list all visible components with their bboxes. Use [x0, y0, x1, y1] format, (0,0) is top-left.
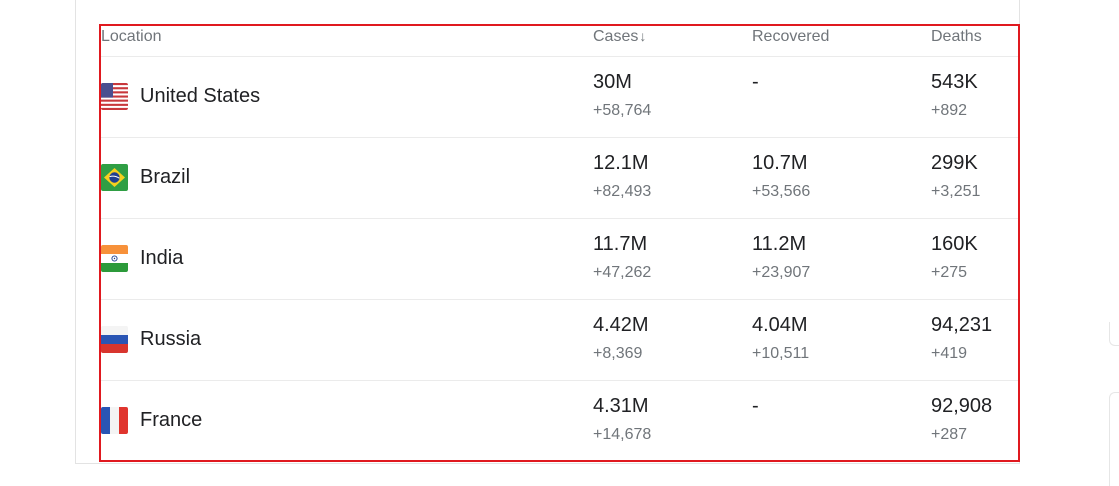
deaths-delta: +892 — [931, 102, 968, 119]
table-row-india[interactable]: India 11.7M +47,262 11.2M +23,907 160K +… — [101, 219, 1018, 300]
sort-down-arrow-icon: ↓ — [639, 28, 647, 44]
table-row-united-states[interactable]: United States 30M +58,764 - 543K +892 — [101, 57, 1018, 138]
country-name: Brazil — [140, 166, 191, 188]
recovered-value: - — [752, 71, 759, 93]
deaths-delta: +419 — [931, 345, 968, 362]
deaths-delta: +287 — [931, 426, 968, 443]
cases-value: 30M — [593, 71, 632, 93]
cases-delta: +47,262 — [593, 264, 652, 281]
us-flag-icon — [101, 83, 128, 110]
cases-value: 11.7M — [593, 233, 648, 255]
country-name: Russia — [140, 328, 202, 350]
covid-stats-table: Location Cases↓ Recovered Deaths United … — [101, 26, 1018, 462]
panel-edge-top — [1109, 322, 1119, 346]
stats-card — [75, 0, 1020, 464]
india-flag-icon — [101, 245, 128, 272]
russia-flag-icon — [101, 326, 128, 353]
header-cases[interactable]: Cases↓ — [593, 28, 646, 46]
recovered-delta: +23,907 — [752, 264, 811, 281]
brazil-flag-icon — [101, 164, 128, 191]
header-location[interactable]: Location — [101, 28, 162, 45]
panel-edge-bottom — [1109, 392, 1119, 486]
deaths-value: 94,231 — [931, 314, 993, 336]
country-name: United States — [140, 85, 261, 107]
table-row-russia[interactable]: Russia 4.42M +8,369 4.04M +10,511 94,231… — [101, 300, 1018, 381]
cases-value: 4.31M — [593, 395, 649, 417]
recovered-delta: +10,511 — [752, 345, 810, 362]
cases-delta: +14,678 — [593, 426, 652, 443]
deaths-value: 299K — [931, 152, 978, 174]
recovered-value: 11.2M — [752, 233, 807, 255]
recovered-value: - — [752, 395, 759, 417]
cases-value: 4.42M — [593, 314, 649, 336]
recovered-value: 4.04M — [752, 314, 808, 336]
cases-delta: +82,493 — [593, 183, 652, 200]
header-cases-label: Cases — [593, 28, 639, 45]
deaths-delta: +275 — [931, 264, 968, 281]
table-header: Location Cases↓ Recovered Deaths — [101, 26, 1018, 57]
deaths-value: 92,908 — [931, 395, 993, 417]
france-flag-icon — [101, 407, 128, 434]
recovered-value: 10.7M — [752, 152, 808, 174]
header-deaths[interactable]: Deaths — [931, 28, 982, 45]
header-recovered[interactable]: Recovered — [752, 28, 830, 45]
cases-value: 12.1M — [593, 152, 649, 174]
deaths-value: 160K — [931, 233, 978, 255]
country-name: France — [140, 409, 203, 431]
deaths-delta: +3,251 — [931, 183, 981, 200]
table-row-france[interactable]: France 4.31M +14,678 - 92,908 +287 — [101, 381, 1018, 462]
country-name: India — [140, 247, 184, 269]
table-row-brazil[interactable]: Brazil 12.1M +82,493 10.7M +53,566 299K … — [101, 138, 1018, 219]
recovered-delta: +53,566 — [752, 183, 811, 200]
cases-delta: +8,369 — [593, 345, 643, 362]
right-panel-edge — [1109, 0, 1119, 486]
cases-delta: +58,764 — [593, 102, 652, 119]
deaths-value: 543K — [931, 71, 978, 93]
